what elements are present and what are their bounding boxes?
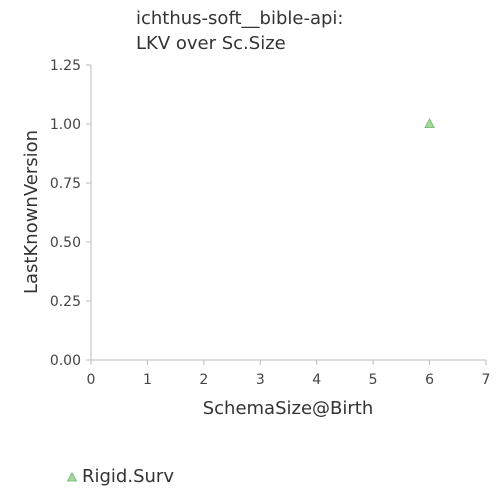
y-tick-label: 1.00 <box>50 117 81 133</box>
x-tick-label: 5 <box>369 372 378 388</box>
x-tick-label: 2 <box>199 372 208 388</box>
y-axis-label: LastKnownVersion <box>21 130 42 294</box>
x-tick-label: 1 <box>143 372 152 388</box>
y-tick-label: 0.75 <box>50 176 81 192</box>
x-tick-label: 4 <box>312 372 321 388</box>
y-tick-label: 0.00 <box>50 353 81 369</box>
legend: Rigid.Surv <box>66 466 174 487</box>
x-tick-label: 6 <box>425 372 434 388</box>
x-tick-label: 7 <box>482 372 491 388</box>
chart-title-line-2: LKV over Sc.Size <box>136 33 286 54</box>
y-tick-label: 0.50 <box>50 235 81 251</box>
data-points <box>424 117 435 128</box>
x-tick-label: 3 <box>256 372 265 388</box>
legend-triangle-icon <box>66 471 78 481</box>
axes <box>90 65 486 361</box>
data-point-triangle <box>424 117 435 128</box>
y-tick-label: 1.25 <box>50 58 81 74</box>
legend-label: Rigid.Surv <box>82 466 174 487</box>
y-tick-label: 0.25 <box>50 294 81 310</box>
tick-marks: 0 1 2 3 4 5 6 7 0.00 0.25 0.50 0.75 1.00 1.25 <box>50 58 491 388</box>
chart-title-line-1: ichthus-soft__bible-api: <box>136 8 344 29</box>
x-axis-label: SchemaSize@Birth <box>203 398 374 419</box>
x-tick-label: 0 <box>87 372 96 388</box>
